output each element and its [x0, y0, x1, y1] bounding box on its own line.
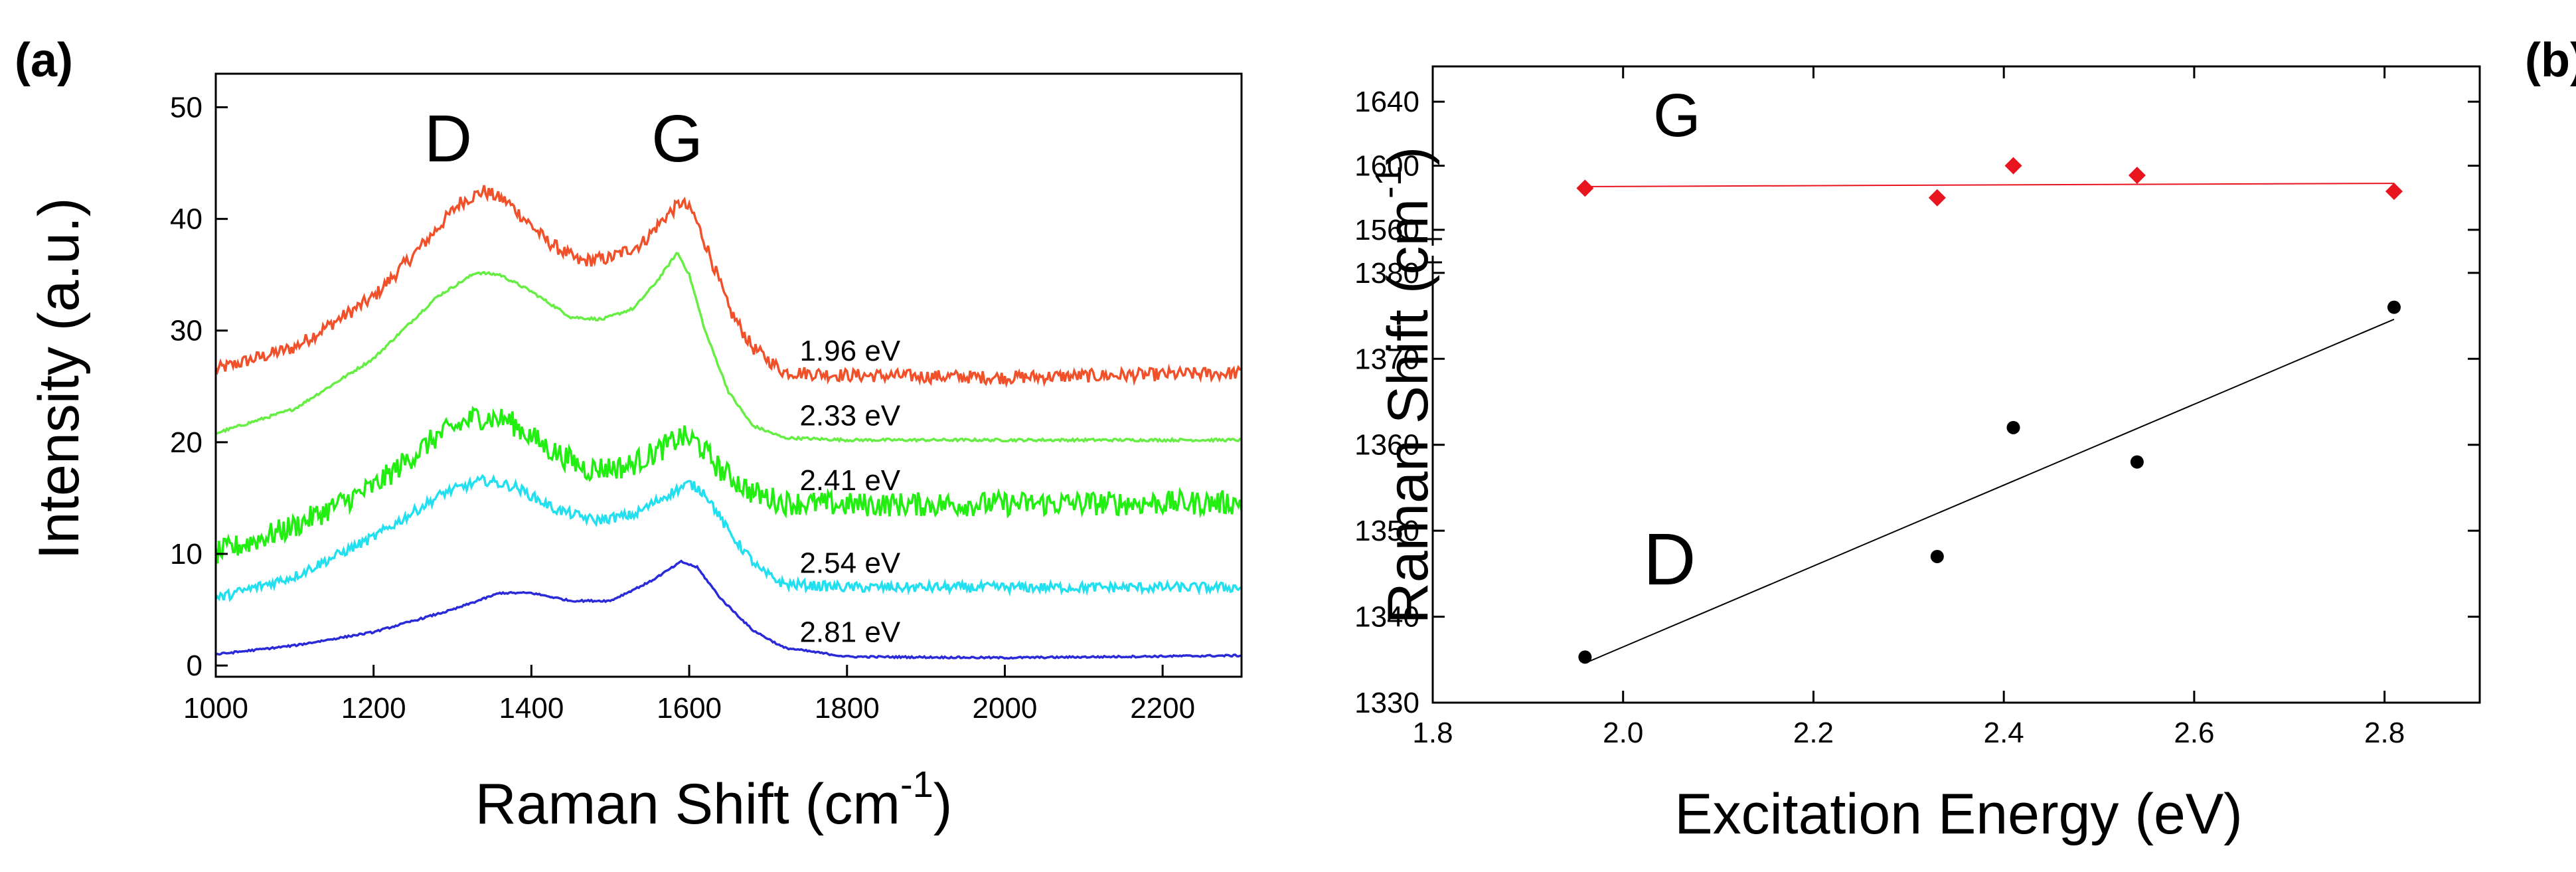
x-tick-label: 1800: [815, 692, 880, 725]
d-subplot-label: D: [1643, 519, 1696, 600]
x-tick-label: 1200: [341, 692, 406, 725]
x-tick-label: 2.2: [1793, 717, 1834, 749]
g-peak-label: G: [651, 102, 703, 176]
panel-b-frame: [1431, 65, 2481, 704]
panel-b-g-subplot: 1560 1600 1640: [1354, 86, 2480, 246]
data-point: [2387, 300, 2401, 314]
x-tick-label: 1000: [183, 692, 248, 725]
panel-a: (a) 1000 1200 1400 1600 1800 2000 2200 0 10 20 30…: [15, 34, 1243, 836]
y-tick-label: 10: [170, 538, 202, 570]
x-tick-label: 2000: [973, 692, 1038, 725]
y-tick-label: 1600: [1354, 150, 1419, 183]
series-line-1: [214, 185, 1242, 389]
data-point: [1928, 189, 1946, 207]
series-label: 2.41 eV: [799, 464, 900, 497]
y-tick-label: 1370: [1354, 343, 1419, 375]
series-line-3: [214, 405, 1243, 564]
data-point: [1578, 650, 1592, 664]
series-label: 2.54 eV: [799, 547, 900, 579]
panel-a-frame: [214, 72, 1243, 678]
y-tick-label: 1360: [1354, 429, 1419, 462]
y-tick-label: 1560: [1354, 214, 1419, 246]
y-tick-label: 40: [170, 203, 202, 236]
fit-line: [1584, 318, 2395, 664]
y-tick-label: 20: [170, 426, 202, 459]
data-point: [2006, 420, 2020, 434]
y-tick-label: 1380: [1354, 257, 1419, 290]
panel-a-y-axis-title: Intensity (a.u.): [27, 198, 91, 560]
series-label: 2.33 eV: [799, 400, 900, 432]
panel-b-x-ticks: 1.8 2.0 2.2 2.4 2.6 2.8: [1412, 66, 2405, 749]
data-point: [2385, 183, 2403, 201]
data-point: [2130, 455, 2144, 469]
d-peak-label: D: [424, 102, 472, 176]
panel-b-d-subplot: 1330 1340 1350 1360 1370 1380: [1354, 257, 2480, 719]
data-point: [1576, 179, 1594, 197]
x-tick-label: 2200: [1130, 692, 1195, 725]
y-tick-label: 30: [170, 315, 202, 347]
data-point: [2004, 157, 2022, 175]
x-tick-label: 2.6: [2174, 717, 2214, 749]
panel-b-label: (b): [2525, 34, 2576, 87]
panel-a-x-ticks: 1000 1200 1400 1600 1800 2000 2200: [183, 665, 1195, 725]
y-tick-label: 1350: [1354, 515, 1419, 547]
panel-b-x-axis-title: Excitation Energy (eV): [1674, 782, 2243, 846]
series-line-5: [215, 559, 1242, 660]
x-tick-label: 1.8: [1412, 717, 1453, 749]
series-label: 1.96 eV: [799, 335, 900, 367]
panel-a-series-labels: 1.96 eV 2.33 eV 2.41 eV 2.54 eV 2.81 eV: [799, 335, 900, 649]
data-point: [2128, 167, 2146, 185]
series-label: 2.81 eV: [799, 616, 900, 649]
panel-a-series: [214, 185, 1243, 660]
y-tick-label: 1330: [1354, 687, 1419, 719]
series-line-2: [215, 251, 1242, 444]
x-tick-label: 1400: [499, 692, 564, 725]
data-point: [1930, 549, 1944, 563]
x-tick-label: 1600: [657, 692, 722, 725]
x-tick-label: 2.0: [1603, 717, 1643, 749]
panel-b-y-axis-title: Raman Shift (cm-1): [1367, 147, 1440, 624]
x-tick-label: 2.8: [2364, 717, 2405, 749]
panel-a-label: (a): [15, 34, 73, 87]
panel-b: (b) 1560 1600 1640 1330 1340 1350 1360 1370 138…: [1354, 34, 2576, 846]
g-subplot-label: G: [1653, 82, 1701, 149]
y-tick-label: 1340: [1354, 601, 1419, 634]
y-tick-label: 1640: [1354, 86, 1419, 118]
x-tick-label: 2.4: [1984, 717, 2024, 749]
panel-a-x-axis-title: Raman Shift (cm-1): [475, 763, 953, 836]
y-tick-label: 50: [170, 91, 202, 124]
series-line-4: [214, 474, 1242, 602]
fit-line: [1585, 183, 2394, 187]
panel-a-y-ticks: 0 10 20 30 40 50: [170, 91, 228, 682]
y-tick-label: 0: [187, 650, 202, 682]
